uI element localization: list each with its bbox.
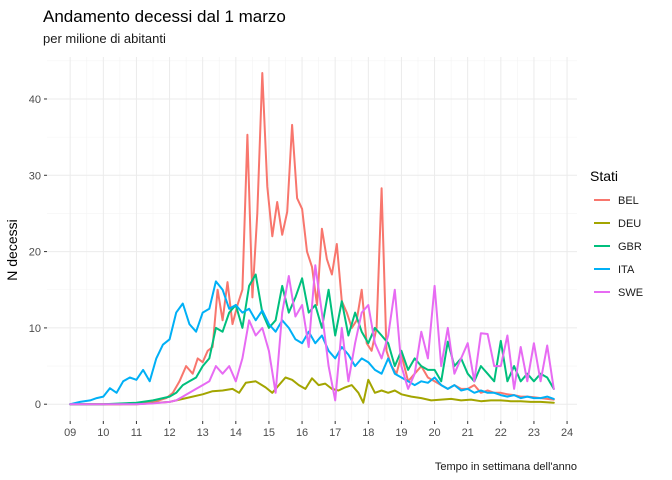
legend-label: DEU	[618, 218, 641, 230]
series-lines	[69, 72, 555, 406]
x-tick-label: 13	[197, 427, 209, 439]
x-tick-label: 11	[131, 427, 142, 439]
chart-subtitle: per milione di abitanti	[43, 31, 166, 46]
x-tick-label: 16	[296, 427, 308, 439]
y-tick-label: 20	[29, 247, 41, 259]
x-tick-label: 19	[395, 427, 407, 439]
x-axis-ticks: 09 10 11 12 13 14 15 16 17 18 19 20 21 22 23 24	[64, 421, 573, 439]
plot-area	[47, 57, 577, 421]
y-tick-label: 30	[29, 170, 41, 182]
legend-title: Stati	[590, 168, 618, 184]
grid-major-lines	[47, 57, 577, 421]
legend-label: SWE	[618, 287, 643, 299]
series-line-gbr	[69, 273, 555, 406]
y-axis-title: N decessi	[4, 219, 20, 280]
chart-title: Andamento decessi dal 1 marzo	[43, 7, 286, 26]
x-tick-label: 21	[462, 427, 474, 439]
x-tick-label: 17	[329, 427, 341, 439]
legend-item-ita: ITA	[594, 264, 635, 276]
grid-minor-lines	[47, 57, 577, 421]
x-tick-label: 14	[230, 427, 242, 439]
series-line-bel	[69, 72, 555, 406]
x-tick-label: 18	[362, 427, 374, 439]
legend-item-bel: BEL	[594, 195, 639, 207]
legend-item-gbr: GBR	[594, 241, 642, 253]
x-tick-label: 12	[163, 427, 175, 439]
legend-label: BEL	[618, 195, 639, 207]
x-tick-label: 24	[561, 427, 573, 439]
x-tick-label: 09	[64, 427, 76, 439]
x-tick-label: 20	[428, 427, 440, 439]
y-axis-ticks: 0 10 20 30 40	[29, 94, 47, 411]
x-tick-label: 10	[97, 427, 109, 439]
legend-item-swe: SWE	[594, 287, 643, 299]
series-line-deu	[69, 376, 555, 406]
x-tick-label: 23	[528, 427, 540, 439]
x-tick-label: 15	[263, 427, 275, 439]
legend: Stati BEL DEU GBR ITA SWE	[590, 168, 643, 299]
x-tick-label: 22	[495, 427, 507, 439]
legend-item-deu: DEU	[594, 218, 641, 230]
legend-label: GBR	[618, 241, 642, 253]
y-tick-label: 40	[29, 94, 41, 106]
x-axis-caption: Tempo in settimana dell'anno	[435, 461, 577, 473]
series-line-ita	[69, 280, 555, 406]
y-tick-label: 0	[35, 399, 41, 411]
y-tick-label: 10	[29, 323, 41, 335]
legend-label: ITA	[618, 264, 635, 276]
series-line-swe	[69, 264, 555, 406]
